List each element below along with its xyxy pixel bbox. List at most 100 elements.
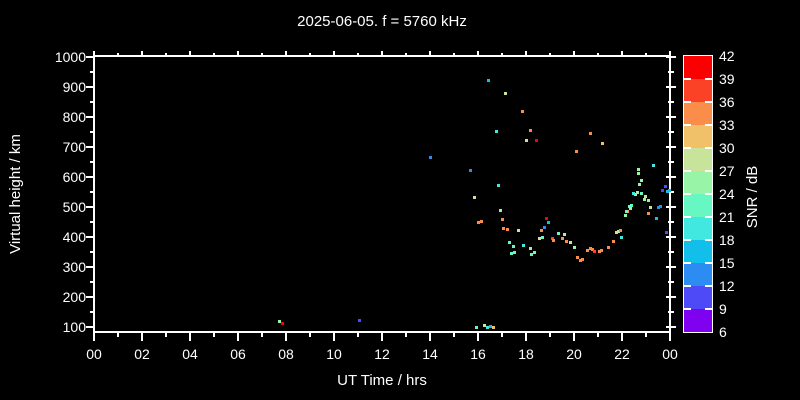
x-tick [621,332,623,341]
x-tick-top [645,53,647,56]
plot-frame [93,55,671,333]
data-point [644,195,647,198]
x-axis-title: UT Time / hrs [337,372,427,389]
data-point [281,322,284,325]
y-tick-right [668,191,674,193]
colorbar-notch [684,239,691,241]
y-tick-right [668,281,674,283]
y-tick [86,266,94,268]
data-point [561,237,564,240]
x-tick-top [621,51,623,56]
data-point [545,217,548,220]
colorbar-segment [684,309,712,332]
x-tick-top [429,51,431,56]
data-point [486,326,489,329]
colorbar-segment [684,263,712,286]
x-tick-top [405,53,407,56]
x-tick [93,332,95,341]
x-tick [597,332,599,337]
y-tick-right [666,266,676,268]
data-point [533,251,536,254]
colorbar [683,55,713,333]
data-point [575,150,578,153]
data-point [665,231,668,234]
x-tick [309,332,311,337]
x-tick-top [477,51,479,56]
y-tick-right [666,296,676,298]
colorbar-segment [684,171,712,194]
x-tick [501,332,503,337]
y-tick [86,236,94,238]
data-point [569,241,572,244]
x-tick-label: 00 [86,346,102,362]
colorbar-tick-label: 24 [719,186,735,202]
colorbar-tick-label: 18 [719,232,735,248]
colorbar-segment [684,56,712,79]
data-point [502,227,505,230]
data-point [506,228,509,231]
y-tick-label: 900 [62,79,86,95]
y-tick [86,86,94,88]
x-tick-label: 04 [182,346,198,362]
data-point [640,179,643,182]
colorbar-notch [684,78,691,80]
data-point [643,198,646,201]
colorbar-title: SNR / dB [744,165,761,229]
x-tick [381,332,383,341]
data-point [612,240,615,243]
data-point [647,212,650,215]
x-tick-top [333,51,335,56]
colorbar-tick-label: 33 [719,117,735,133]
x-tick-top [117,53,119,56]
data-point [535,139,538,142]
x-tick-top [213,53,215,56]
colorbar-notch [684,147,691,149]
data-point [551,237,554,240]
data-point [624,214,627,217]
data-point [529,129,532,132]
data-point [591,248,594,251]
y-tick-right [666,176,676,178]
data-point [655,217,658,220]
data-point [634,193,637,196]
data-point [563,233,566,236]
x-tick-label: 16 [470,346,486,362]
x-tick-label: 02 [134,346,150,362]
colorbar-tick-label: 27 [719,163,735,179]
y-tick-label: 100 [62,319,86,335]
y-tick-right [668,101,674,103]
x-tick [405,332,407,337]
colorbar-tick-label: 42 [719,48,735,64]
y-tick-label: 200 [62,289,86,305]
data-point [619,229,622,232]
data-point [487,79,490,82]
x-tick-top [597,53,599,56]
data-point [625,210,628,213]
data-point [538,237,541,240]
data-point [615,231,618,234]
colorbar-notch [705,308,712,310]
data-point [637,172,640,175]
x-tick [429,332,431,341]
y-tick [90,131,94,133]
data-point [632,192,635,195]
colorbar-segment [684,286,712,309]
y-tick-label: 800 [62,109,86,125]
data-point [629,207,632,210]
x-tick [477,332,479,341]
colorbar-notch [684,124,691,126]
x-tick [573,332,575,341]
y-tick-right [668,71,674,73]
data-point [522,244,525,247]
x-tick [117,332,119,337]
x-tick-top [261,53,263,56]
y-tick [86,206,94,208]
x-tick-top [309,53,311,56]
data-point [593,250,596,253]
x-tick-label: 06 [230,346,246,362]
x-tick [285,332,287,341]
data-point [508,241,511,244]
data-point [573,246,576,249]
data-point [499,209,502,212]
colorbar-notch [705,147,712,149]
